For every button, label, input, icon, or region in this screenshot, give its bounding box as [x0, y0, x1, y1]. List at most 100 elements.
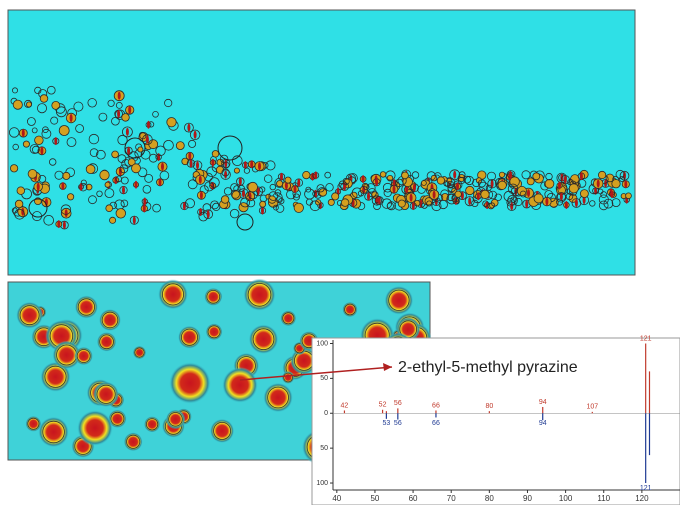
blob [77, 410, 113, 446]
peak-circle [52, 101, 60, 109]
peak-spot [135, 181, 138, 189]
peak-spot [147, 121, 150, 129]
peak-label: 66 [432, 420, 440, 427]
peak-circle [341, 199, 349, 207]
peak-spot [239, 178, 242, 186]
y-tick-label: 50 [320, 375, 328, 382]
peak-circle [212, 151, 219, 158]
contour-panel-top [8, 10, 635, 275]
peak-circle [260, 201, 266, 207]
peak-label: 56 [394, 400, 402, 407]
x-tick-label: 100 [559, 494, 573, 503]
blob [222, 367, 258, 403]
peak-spot [453, 171, 456, 179]
peak-circle [332, 193, 339, 200]
peak-circle [149, 140, 158, 149]
compound-label: 2-ethyl-5-methyl pyrazine [398, 359, 578, 376]
peak-circle [455, 191, 461, 197]
peak-spot [188, 152, 191, 160]
peak-spot [525, 200, 528, 208]
peak-circle [112, 151, 119, 158]
peak-circle [17, 187, 25, 195]
peak-spot [224, 160, 227, 168]
y-tick-label: 100 [316, 340, 328, 347]
peak-spot [611, 190, 614, 198]
peak-spot [61, 182, 64, 190]
peak-spot [558, 182, 561, 190]
peak-circle [421, 181, 426, 186]
x-tick-label: 120 [635, 494, 649, 503]
peak-spot [117, 110, 120, 118]
peak-spot [200, 191, 203, 199]
peak-circle [116, 209, 126, 219]
peak-circle [626, 193, 632, 199]
peak-spot [194, 131, 197, 139]
peak-spot [560, 193, 563, 201]
peak-spot [375, 178, 378, 186]
peak-circle [499, 172, 504, 177]
peak-label: 94 [539, 399, 547, 406]
peak-circle [380, 172, 386, 178]
peak-spot [477, 192, 480, 200]
page: {"chart_data": {"type": "mirror-stem", "… [0, 0, 680, 505]
peak-label: 94 [539, 420, 547, 427]
peak-circle [63, 172, 70, 179]
peak-circle [534, 194, 543, 203]
peak-circle [167, 118, 176, 127]
peak-spot [146, 136, 149, 144]
peak-circle [86, 165, 95, 174]
peak-circle [221, 196, 229, 204]
peak-spot [468, 197, 471, 205]
peak-label: 107 [586, 404, 598, 411]
x-tick-label: 90 [523, 494, 532, 503]
peak-spot [314, 171, 317, 179]
peak-circle [466, 186, 474, 194]
peak-spot [564, 176, 567, 184]
peak-spot [196, 161, 199, 169]
peak-spot [22, 129, 25, 137]
peak-spot [527, 189, 530, 197]
peak-spot [40, 147, 43, 155]
x-tick-label: 70 [447, 494, 456, 503]
peak-spot [54, 137, 57, 145]
peak-spot [161, 163, 164, 171]
peak-spot [128, 106, 131, 114]
peak-spot [280, 173, 283, 181]
peak-label: 66 [432, 402, 440, 409]
peak-label: 121 [640, 335, 652, 342]
x-tick-label: 40 [332, 494, 341, 503]
peak-circle [580, 190, 588, 198]
peak-circle [67, 194, 73, 200]
peak-circle [498, 181, 506, 189]
peak-label: 56 [394, 420, 402, 427]
peak-circle [105, 182, 110, 187]
y-tick-label: 100 [316, 480, 328, 487]
peak-spot [294, 185, 297, 193]
peak-circle [476, 178, 481, 183]
peak-circle [303, 171, 310, 178]
peak-circle [248, 182, 258, 192]
peak-circle [35, 136, 44, 145]
peak-label: 80 [485, 403, 493, 410]
peak-circle [23, 141, 29, 147]
peak-spot [118, 92, 121, 100]
peak-circle [545, 179, 554, 188]
peak-spot [510, 202, 513, 210]
peak-spot [207, 210, 210, 218]
peak-spot [211, 159, 214, 167]
peak-spot [190, 160, 193, 168]
peak-circle [10, 165, 17, 172]
peak-circle [569, 184, 578, 193]
peak-spot [367, 193, 370, 201]
peak-label: 121 [640, 485, 652, 492]
peak-spot [597, 180, 600, 188]
peak-spot [126, 128, 129, 136]
peak-label: 53 [382, 420, 390, 427]
peak-spot [378, 197, 381, 205]
peak-spot [565, 201, 568, 209]
peak-spot [261, 207, 264, 215]
peak-circle [59, 126, 69, 136]
peak-circle [110, 217, 116, 223]
peak-circle [268, 196, 275, 203]
figure: 1005005010040506070809010011012042525666… [0, 0, 680, 505]
